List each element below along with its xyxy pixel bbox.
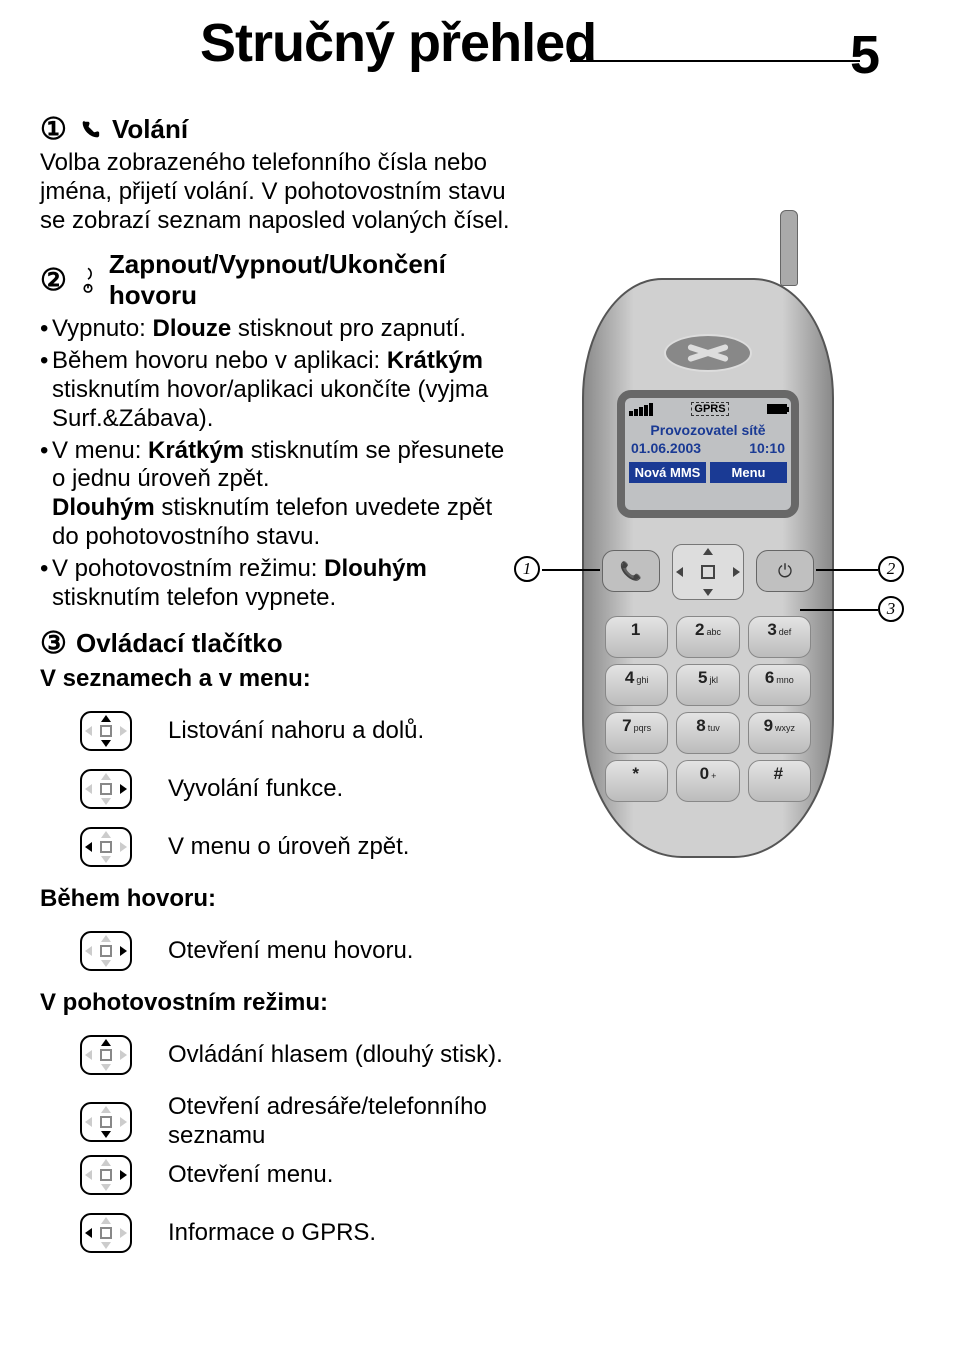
section3-num: ③ bbox=[40, 626, 76, 661]
key-2: 2abc bbox=[676, 616, 739, 658]
page-title: Stručný přehled bbox=[200, 12, 960, 74]
section1-num: ① bbox=[40, 112, 76, 147]
key-8: 8tuv bbox=[676, 712, 739, 754]
logo-icon bbox=[664, 334, 752, 372]
power-icon bbox=[74, 264, 101, 296]
standby-label: V pohotovostním režimu: bbox=[40, 989, 520, 1017]
softkey-right-label: Menu bbox=[710, 462, 787, 483]
title-rule bbox=[570, 60, 860, 62]
section1-title: Volání bbox=[112, 114, 188, 145]
power-key-icon: ⏻ bbox=[756, 550, 814, 592]
signal-bars-icon bbox=[629, 403, 653, 416]
open-menu-text: Otevření menu. bbox=[168, 1161, 333, 1190]
section3-title: Ovládací tlačítko bbox=[76, 628, 283, 659]
key-6: 6mno bbox=[748, 664, 811, 706]
page-number: 5 bbox=[850, 24, 880, 86]
softkey-left-label: Nová MMS bbox=[629, 462, 706, 483]
dpad-right3-icon bbox=[80, 1155, 132, 1195]
key-star: * bbox=[605, 760, 668, 802]
key-4: 4ghi bbox=[605, 664, 668, 706]
key-3: 3def bbox=[748, 616, 811, 658]
callout-2-line bbox=[816, 569, 878, 571]
dpad-left2-icon bbox=[80, 1213, 132, 1253]
key-hash: # bbox=[748, 760, 811, 802]
dpad-right-text: Vyvolání funkce. bbox=[168, 775, 343, 804]
section2-title: Zapnout/Vypnout/Ukončení hovoru bbox=[109, 249, 520, 311]
dpad-updown-text: Listování nahoru a dolů. bbox=[168, 717, 424, 746]
gprs-badge: GPRS bbox=[691, 402, 728, 416]
key-5: 5jkl bbox=[676, 664, 739, 706]
key-9: 9wxyz bbox=[748, 712, 811, 754]
screen-time: 10:10 bbox=[749, 440, 785, 456]
gprs-info-text: Informace o GPRS. bbox=[168, 1219, 376, 1248]
open-call-menu-text: Otevření menu hovoru. bbox=[168, 937, 413, 966]
section2-bullets: Vypnuto: Dlouze stisknout pro zapnutí. B… bbox=[40, 315, 520, 612]
dpad-right2-icon bbox=[80, 931, 132, 971]
key-1: 1 bbox=[605, 616, 668, 658]
addressbook-text: Otevření adresáře/telefonního seznamu bbox=[168, 1093, 520, 1151]
voice-text: Ovládání hlasem (dlouhý stisk). bbox=[168, 1041, 503, 1070]
phone-illustration: GPRS Provozovatel sítě 01.06.2003 10:10 … bbox=[582, 278, 834, 858]
dpad-down-icon bbox=[80, 1102, 132, 1142]
phone-handset-icon bbox=[76, 114, 104, 146]
phone-screen: GPRS Provozovatel sítě 01.06.2003 10:10 … bbox=[617, 390, 799, 518]
dpad-updown-icon bbox=[80, 711, 132, 751]
dpad-right-icon bbox=[80, 769, 132, 809]
screen-date: 01.06.2003 bbox=[631, 440, 701, 456]
callout-2: 2 bbox=[878, 556, 904, 582]
dpad-up-icon bbox=[80, 1035, 132, 1075]
dpad-left-text: V menu o úroveň zpět. bbox=[168, 833, 409, 862]
keypad: 1 2abc 3def 4ghi 5jkl 6mno 7pqrs 8tuv 9w… bbox=[605, 616, 811, 802]
section3-subhead: V seznamech a v menu: bbox=[40, 665, 520, 693]
key-0: 0+ bbox=[676, 760, 739, 802]
during-call-label: Během hovoru: bbox=[40, 885, 520, 913]
key-7: 7pqrs bbox=[605, 712, 668, 754]
call-key-icon: 📞 bbox=[602, 550, 660, 592]
callout-1-line bbox=[542, 569, 600, 571]
section1-body: Volba zobrazeného telefonního čísla nebo… bbox=[40, 149, 520, 235]
antenna bbox=[780, 210, 798, 286]
callout-3-line bbox=[800, 609, 878, 611]
battery-icon bbox=[767, 404, 787, 414]
callout-3: 3 bbox=[878, 596, 904, 622]
callout-1: 1 bbox=[514, 556, 540, 582]
dpad-left-icon bbox=[80, 827, 132, 867]
center-dpad-icon bbox=[672, 544, 744, 600]
provider-label: Provozovatel sítě bbox=[629, 422, 787, 438]
section2-num: ② bbox=[40, 263, 74, 298]
